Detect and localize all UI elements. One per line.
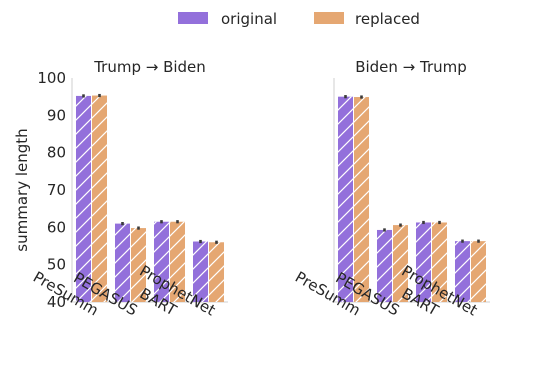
bar-hatch-replaced-pegasus xyxy=(393,225,408,302)
bar-hatch-replaced-pegasus xyxy=(131,228,146,302)
bar-hatch-replaced-bart xyxy=(432,222,447,302)
legend-swatch-replaced xyxy=(314,12,344,24)
bar-hatch-original-pegasus xyxy=(115,223,130,302)
panel-title-2: Biden → Trump xyxy=(355,58,467,76)
bar-hatch-original-prophetnet xyxy=(455,241,470,302)
y-tick-label: 40 xyxy=(47,293,66,311)
legend-label-replaced: replaced xyxy=(355,10,420,28)
bar-hatch-replaced-bart xyxy=(170,221,185,302)
y-tick-label: 80 xyxy=(47,144,66,162)
legend-swatch-original xyxy=(178,12,208,24)
y-tick-label: 100 xyxy=(37,69,66,87)
legend-label-original: original xyxy=(221,10,277,28)
y-tick-label: 50 xyxy=(47,256,66,274)
bar-hatch-original-presumm xyxy=(76,95,91,302)
bar-hatch-original-presumm xyxy=(338,96,353,303)
legend: original replaced xyxy=(178,10,420,28)
y-tick-label: 70 xyxy=(47,181,66,199)
bar-hatch-replaced-prophetnet xyxy=(471,241,486,302)
y-axis-label: summary length xyxy=(13,128,31,251)
bar-hatch-replaced-prophetnet xyxy=(209,242,224,302)
bar-hatch-replaced-presumm xyxy=(354,97,369,302)
panel-title-1: Trump → Biden xyxy=(93,58,206,76)
bar-hatch-original-prophetnet xyxy=(193,241,208,302)
bar-hatch-original-pegasus xyxy=(377,229,392,302)
bar-hatch-original-bart xyxy=(154,221,169,302)
y-tick-label: 60 xyxy=(47,218,66,236)
y-tick-label: 90 xyxy=(47,106,66,124)
bar-hatch-original-bart xyxy=(416,222,431,302)
bar-hatch-replaced-presumm xyxy=(92,95,107,303)
